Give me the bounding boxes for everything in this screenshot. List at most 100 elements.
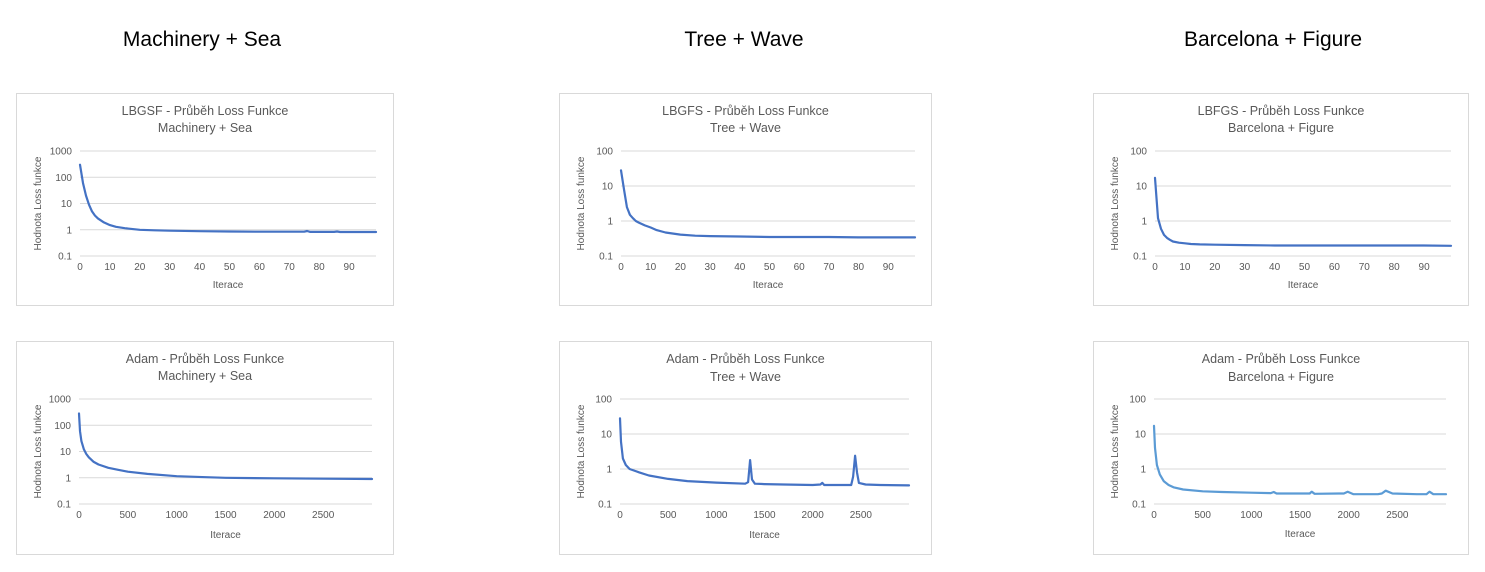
y-axis-label: Hodnota Loss funkce <box>33 404 44 498</box>
column-title-3: Barcelona + Figure <box>1183 28 1363 51</box>
x-tick-label: 40 <box>734 262 746 273</box>
x-tick-label: 2000 <box>263 510 286 521</box>
y-axis-label: Hodnota Loss funkce <box>576 404 587 498</box>
y-tick-label: 1 <box>1141 217 1147 228</box>
series-line <box>1153 176 1453 247</box>
chart-adam-tree: Adam - Průběh Loss Funkce Tree + Wave 0.1 1… <box>576 352 911 541</box>
x-tick-label: 80 <box>314 262 326 273</box>
x-tick-label: 80 <box>1389 262 1401 273</box>
x-tick-label: 0 <box>1151 510 1157 521</box>
x-axis-label: Iterace <box>1288 280 1319 291</box>
chart-title-line: LBFGS - Průběh Loss Funkce <box>1198 104 1365 118</box>
x-tick-label: 10 <box>1179 262 1191 273</box>
x-tick-label: 1000 <box>1240 510 1263 521</box>
x-tick-label: 0 <box>618 262 624 273</box>
y-axis-label: Hodnota Loss funkce <box>1110 156 1121 250</box>
y-tick-label: 1 <box>607 217 613 228</box>
y-tick-label: 100 <box>54 421 71 432</box>
series-line <box>619 169 917 239</box>
y-tick-label: 10 <box>601 430 613 441</box>
x-tick-label: 90 <box>344 262 356 273</box>
column-title-2: Tree + Wave <box>684 28 804 51</box>
x-tick-label: 20 <box>1209 262 1221 273</box>
y-tick-label: 1 <box>66 225 72 236</box>
x-tick-label: 40 <box>194 262 206 273</box>
chart-adam-barcelona: Adam - Průběh Loss Funkce Barcelona + Fig… <box>1110 352 1448 540</box>
x-axis-label: Iterace <box>749 530 780 541</box>
x-tick-label: 30 <box>705 262 717 273</box>
y-tick-label: 10 <box>1135 430 1147 441</box>
y-tick-label: 100 <box>596 147 613 158</box>
series-line <box>1152 424 1448 496</box>
x-axis-label: Iterace <box>1285 529 1316 540</box>
x-tick-label: 70 <box>1359 262 1371 273</box>
y-tick-label: 100 <box>1130 147 1147 158</box>
chart-title-line: Adam - Průběh Loss Funkce <box>666 352 824 366</box>
x-tick-label: 40 <box>1269 262 1281 273</box>
x-tick-label: 2500 <box>1386 510 1409 521</box>
x-tick-label: 20 <box>134 262 146 273</box>
series-line <box>77 412 374 481</box>
x-tick-label: 2500 <box>312 510 335 521</box>
y-tick-label: 10 <box>60 447 72 458</box>
x-tick-label: 0 <box>1152 262 1158 273</box>
y-tick-label: 0.1 <box>1133 252 1147 263</box>
x-tick-label: 0 <box>617 510 623 521</box>
x-tick-label: 60 <box>794 262 806 273</box>
y-tick-label: 100 <box>595 395 612 406</box>
x-tick-label: 0 <box>77 262 83 273</box>
y-tick-label: 1 <box>65 473 71 484</box>
y-tick-label: 1 <box>1140 465 1146 476</box>
x-tick-label: 50 <box>764 262 776 273</box>
chart-lbfgs-tree: LBGFS - Průběh Loss Funkce Tree + Wave 0.1… <box>576 104 917 291</box>
x-tick-label: 1500 <box>214 510 237 521</box>
chart-lbfgs-barcelona: LBFGS - Průběh Loss Funkce Barcelona + Fi… <box>1110 104 1453 291</box>
column-title-1: Machinery + Sea <box>122 28 282 51</box>
y-tick-label: 1000 <box>50 147 73 158</box>
x-tick-label: 2500 <box>850 510 873 521</box>
x-axis-label: Iterace <box>210 530 241 541</box>
chart-title-line: Tree + Wave <box>710 370 781 384</box>
y-tick-label: 10 <box>1136 182 1148 193</box>
x-tick-label: 1500 <box>1289 510 1312 521</box>
x-tick-label: 70 <box>823 262 835 273</box>
x-tick-label: 10 <box>104 262 116 273</box>
x-tick-label: 500 <box>1194 510 1211 521</box>
chart-panel-adam-tree: Adam - Průběh Loss Funkce Tree + Wave 0.1 1… <box>559 341 932 555</box>
chart-title-line: Barcelona + Figure <box>1228 121 1334 135</box>
chart-panel-adam-barcelona: Adam - Průběh Loss Funkce Barcelona + Fig… <box>1093 341 1469 555</box>
y-axis-label: Hodnota Loss funkce <box>1110 404 1121 498</box>
x-tick-label: 90 <box>883 262 895 273</box>
x-tick-label: 1000 <box>705 510 728 521</box>
chart-panel-lbfgs-machinery: LBGSF - Průběh Loss Funkce Machinery + Se… <box>16 93 394 306</box>
y-tick-label: 10 <box>602 182 614 193</box>
x-tick-label: 60 <box>1329 262 1341 273</box>
x-tick-label: 500 <box>119 510 136 521</box>
y-tick-label: 100 <box>1129 395 1146 406</box>
x-tick-label: 50 <box>224 262 236 273</box>
series-line <box>618 417 911 487</box>
chart-title-line: Tree + Wave <box>710 121 781 135</box>
y-tick-label: 0.1 <box>1132 500 1146 511</box>
x-tick-label: 2000 <box>802 510 825 521</box>
x-tick-label: 30 <box>164 262 176 273</box>
x-axis-label: Iterace <box>213 280 244 291</box>
y-tick-label: 0.1 <box>57 500 71 511</box>
x-axis-label: Iterace <box>753 280 784 291</box>
chart-title-line: Barcelona + Figure <box>1228 370 1334 384</box>
x-tick-label: 80 <box>853 262 865 273</box>
chart-title-line: Adam - Průběh Loss Funkce <box>126 352 284 366</box>
x-tick-label: 60 <box>254 262 266 273</box>
y-tick-label: 0.1 <box>598 500 612 511</box>
y-tick-label: 1 <box>606 465 612 476</box>
y-tick-label: 100 <box>55 173 72 184</box>
x-tick-label: 1000 <box>166 510 189 521</box>
y-tick-label: 0.1 <box>599 252 613 263</box>
y-axis-label: Hodnota Loss funkce <box>576 156 587 250</box>
x-tick-label: 90 <box>1419 262 1431 273</box>
chart-lbfgs-machinery: LBGSF - Průběh Loss Funkce Machinery + Se… <box>33 104 378 291</box>
chart-adam-machinery: Adam - Průběh Loss Funkce Machinery + Sea… <box>33 352 374 541</box>
chart-title-line: Machinery + Sea <box>158 369 252 383</box>
chart-panel-lbfgs-barcelona: LBFGS - Průběh Loss Funkce Barcelona + Fi… <box>1093 93 1469 306</box>
chart-title-line: Machinery + Sea <box>158 121 252 135</box>
